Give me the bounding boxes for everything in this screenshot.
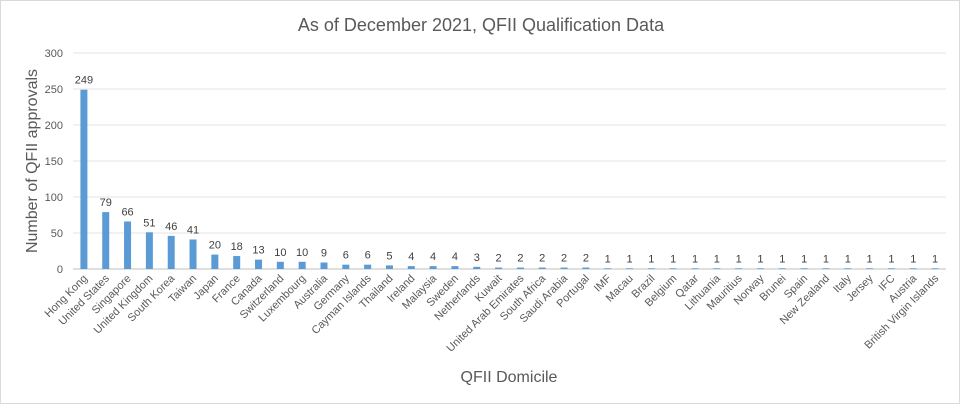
bar xyxy=(429,266,437,269)
y-tick-label: 250 xyxy=(45,84,63,96)
bar xyxy=(909,268,917,270)
y-tick-label: 100 xyxy=(45,192,63,204)
bar xyxy=(342,264,350,269)
data-label: 79 xyxy=(100,197,112,209)
data-label: 1 xyxy=(757,253,763,265)
bar xyxy=(822,268,830,270)
bar xyxy=(298,261,306,269)
bar xyxy=(211,254,219,269)
bar xyxy=(800,268,808,270)
x-axis-label: QFII Domicile xyxy=(461,369,558,386)
chart-title: As of December 2021, QFII Qualification … xyxy=(298,15,665,35)
bar xyxy=(407,266,415,269)
data-label: 1 xyxy=(867,253,873,265)
y-axis-label: Number of QFII approvals xyxy=(24,69,41,253)
bar xyxy=(276,261,284,269)
bar xyxy=(233,256,241,269)
data-label: 1 xyxy=(845,253,851,265)
data-label: 1 xyxy=(692,253,698,265)
data-label: 1 xyxy=(714,253,720,265)
bar xyxy=(538,267,546,269)
y-tick-label: 150 xyxy=(45,156,63,168)
data-label: 9 xyxy=(321,248,327,260)
bar xyxy=(778,268,786,270)
bar xyxy=(145,232,153,269)
bar xyxy=(844,268,852,270)
data-label: 41 xyxy=(187,224,199,236)
y-tick-label: 50 xyxy=(51,228,63,240)
data-label: 20 xyxy=(209,240,221,252)
bar xyxy=(320,262,328,269)
data-label: 249 xyxy=(75,75,93,87)
data-label: 2 xyxy=(583,253,589,265)
data-label: 1 xyxy=(648,253,654,265)
bar xyxy=(626,268,634,270)
bar xyxy=(647,268,655,270)
data-label: 1 xyxy=(736,253,742,265)
bar xyxy=(102,212,110,269)
data-label: 5 xyxy=(386,250,392,262)
bar xyxy=(756,268,764,270)
data-label: 51 xyxy=(143,217,155,229)
bar xyxy=(451,266,459,269)
bar xyxy=(364,264,372,269)
bar xyxy=(713,268,721,270)
bar xyxy=(866,268,874,270)
y-tick-label: 0 xyxy=(57,264,63,276)
bar xyxy=(669,268,677,270)
bar xyxy=(385,265,393,269)
data-label: 3 xyxy=(474,252,480,264)
data-label: 6 xyxy=(365,250,371,262)
bar xyxy=(582,267,590,269)
data-label: 2 xyxy=(496,253,502,265)
bar xyxy=(735,268,743,270)
y-tick-label: 300 xyxy=(45,48,63,60)
data-label: 2 xyxy=(561,253,567,265)
y-tick-label: 200 xyxy=(45,120,63,132)
data-label: 1 xyxy=(888,253,894,265)
data-label: 10 xyxy=(296,247,308,259)
bar xyxy=(189,239,197,269)
bar xyxy=(255,259,263,269)
data-label: 4 xyxy=(408,251,414,263)
bar xyxy=(495,267,503,269)
bar xyxy=(560,267,568,269)
data-label: 1 xyxy=(932,253,938,265)
data-label: 18 xyxy=(231,241,243,253)
data-label: 46 xyxy=(165,221,177,233)
bar xyxy=(124,221,132,269)
data-label: 1 xyxy=(670,253,676,265)
data-label: 13 xyxy=(252,245,264,257)
bar xyxy=(167,235,175,269)
data-label: 66 xyxy=(121,206,133,218)
data-label: 1 xyxy=(779,253,785,265)
bar xyxy=(931,268,939,270)
data-label: 4 xyxy=(430,251,436,263)
bar xyxy=(473,266,481,269)
bar xyxy=(516,267,524,269)
data-label: 1 xyxy=(910,253,916,265)
data-label: 6 xyxy=(343,250,349,262)
data-label: 10 xyxy=(274,247,286,259)
data-label: 4 xyxy=(452,251,458,263)
bar xyxy=(887,268,895,270)
data-label: 1 xyxy=(801,253,807,265)
bar xyxy=(80,89,88,269)
data-label: 1 xyxy=(605,253,611,265)
data-label: 2 xyxy=(539,253,545,265)
data-label: 2 xyxy=(517,253,523,265)
data-label: 1 xyxy=(823,253,829,265)
bar xyxy=(691,268,699,270)
data-label: 1 xyxy=(626,253,632,265)
bar xyxy=(604,268,612,270)
